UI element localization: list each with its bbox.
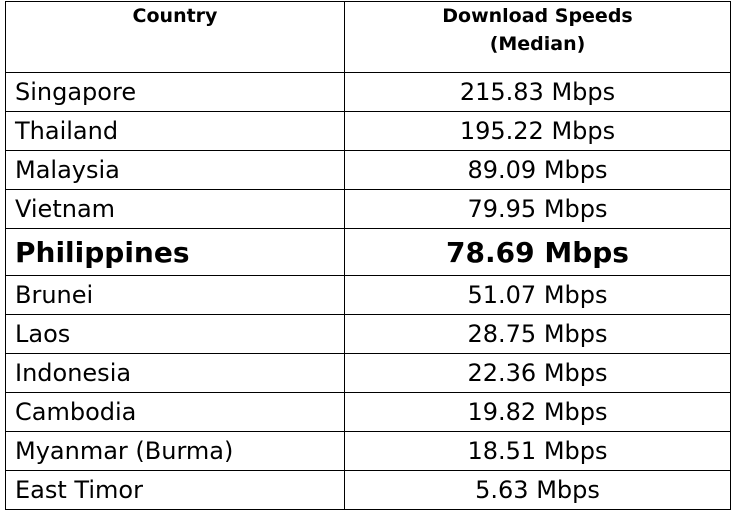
table-row: Singapore 215.83 Mbps — [5, 72, 731, 112]
download-speed-cell: 22.36 Mbps — [344, 353, 731, 393]
country-cell: Indonesia — [5, 353, 345, 393]
download-speed-cell: 28.75 Mbps — [344, 314, 731, 354]
table-row: Philippines 78.69 Mbps — [5, 228, 731, 276]
download-speed-cell: 215.83 Mbps — [344, 72, 731, 112]
country-cell: Vietnam — [5, 189, 345, 229]
table-body: Singapore 215.83 Mbps Thailand 195.22 Mbps M… — [5, 72, 731, 510]
country-cell: Malaysia — [5, 150, 345, 190]
download-speed-cell: 18.51 Mbps — [344, 431, 731, 471]
header-row: Country Download Speeds (Median) — [5, 1, 731, 73]
table-row: East Timor 5.63 Mbps — [5, 470, 731, 510]
country-column-header: Country — [5, 1, 345, 73]
country-cell: East Timor — [5, 470, 345, 510]
download-speed-header-line2: (Median) — [489, 33, 586, 55]
download-speed-column-header: Download Speeds (Median) — [344, 1, 731, 73]
download-speed-cell: 5.63 Mbps — [344, 470, 731, 510]
table-row: Indonesia 22.36 Mbps — [5, 353, 731, 393]
download-speed-cell: 89.09 Mbps — [344, 150, 731, 190]
table-row: Thailand 195.22 Mbps — [5, 111, 731, 151]
country-cell: Laos — [5, 314, 345, 354]
country-cell: Myanmar (Burma) — [5, 431, 345, 471]
download-speeds-table: Country Download Speeds (Median) Singapo… — [5, 1, 731, 510]
country-cell: Cambodia — [5, 392, 345, 432]
country-cell: Brunei — [5, 275, 345, 315]
download-speed-header-line1: Download Speeds — [442, 5, 633, 27]
download-speed-cell: 78.69 Mbps — [344, 228, 731, 276]
table-row: Malaysia 89.09 Mbps — [5, 150, 731, 190]
download-speed-cell: 19.82 Mbps — [344, 392, 731, 432]
country-cell: Philippines — [5, 228, 345, 276]
country-cell: Thailand — [5, 111, 345, 151]
country-cell: Singapore — [5, 72, 345, 112]
table-row: Myanmar (Burma) 18.51 Mbps — [5, 431, 731, 471]
download-speed-cell: 79.95 Mbps — [344, 189, 731, 229]
download-speed-cell: 195.22 Mbps — [344, 111, 731, 151]
table-row: Laos 28.75 Mbps — [5, 314, 731, 354]
table-row: Brunei 51.07 Mbps — [5, 275, 731, 315]
table-row: Vietnam 79.95 Mbps — [5, 189, 731, 229]
table-row: Cambodia 19.82 Mbps — [5, 392, 731, 432]
download-speed-cell: 51.07 Mbps — [344, 275, 731, 315]
